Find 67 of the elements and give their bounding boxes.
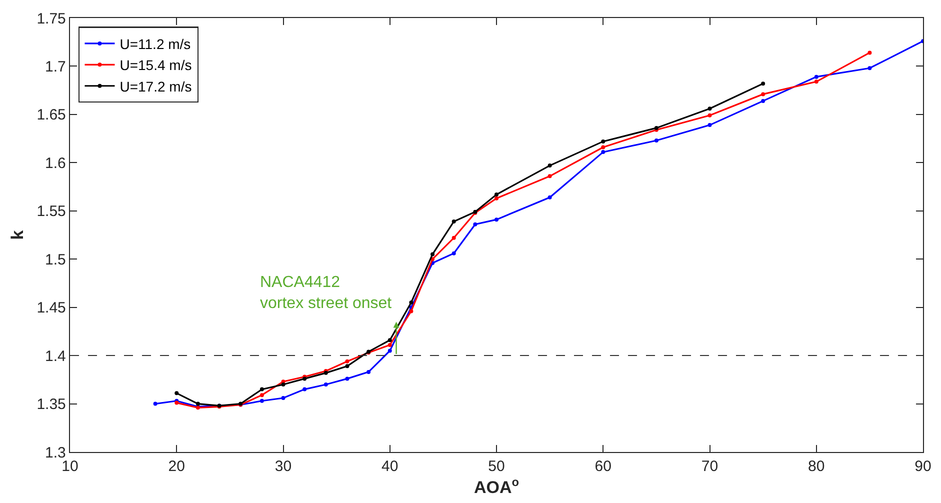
point <box>196 402 200 406</box>
point <box>814 74 818 79</box>
legend-label: U=15.4 m/s <box>120 57 192 74</box>
point <box>388 348 392 353</box>
point <box>761 98 766 103</box>
point <box>388 338 392 342</box>
point <box>548 195 552 200</box>
point <box>452 236 456 240</box>
x-tick-label: 80 <box>808 458 825 476</box>
point <box>281 396 286 400</box>
y-tick-label: 1.75 <box>36 10 66 28</box>
x-tick-label: 60 <box>594 458 612 476</box>
x-axis-title: AOA$^{o}$ <box>474 475 520 498</box>
x-tick-label: 90 <box>914 458 932 476</box>
point <box>494 196 498 200</box>
point <box>409 309 414 314</box>
point <box>814 80 818 84</box>
x-tick-label: 20 <box>168 458 185 476</box>
point <box>473 222 478 226</box>
point <box>388 342 392 347</box>
point <box>601 150 606 154</box>
point <box>345 359 350 364</box>
point <box>409 300 414 305</box>
point <box>601 145 606 150</box>
y-tick-label: 1.6 <box>45 154 66 172</box>
x-tick-label: 50 <box>488 458 505 476</box>
y-tick-label: 1.35 <box>36 396 66 414</box>
point <box>494 192 498 196</box>
point <box>366 370 371 374</box>
point <box>601 139 606 144</box>
point <box>654 138 658 142</box>
point <box>548 174 552 178</box>
y-tick-label: 1.7 <box>45 58 66 76</box>
point <box>324 382 328 386</box>
point <box>494 218 498 222</box>
point <box>761 92 766 96</box>
legend-label: U=11.2 m/s <box>120 36 191 52</box>
point <box>174 391 179 396</box>
point <box>430 252 435 256</box>
point <box>761 82 766 86</box>
annotation: NACA4412 vortex street onset <box>260 274 392 312</box>
point <box>452 251 456 256</box>
y-axis-title: k <box>8 230 28 240</box>
legend-label: U=17.2 m/s <box>120 78 192 94</box>
y-tick-label: 1.45 <box>36 300 66 317</box>
y-tick-label: 1.65 <box>36 106 66 124</box>
y-tick-label: 1.55 <box>36 203 66 220</box>
y-tick-label: 1.5 <box>45 251 66 268</box>
point <box>708 113 712 118</box>
point <box>452 220 456 224</box>
x-tick-label: 40 <box>382 458 398 476</box>
point <box>868 66 872 70</box>
point <box>260 393 264 398</box>
x-tick-label: 70 <box>701 458 718 476</box>
point <box>868 50 872 55</box>
point <box>281 382 286 386</box>
x-tick-label: 30 <box>274 458 292 476</box>
point <box>345 364 350 368</box>
point <box>260 398 264 403</box>
point <box>708 106 712 111</box>
point <box>345 376 350 381</box>
point <box>548 164 552 168</box>
point <box>153 402 158 406</box>
point <box>260 387 264 392</box>
point <box>708 123 712 128</box>
point <box>302 387 307 392</box>
y-tick-label: 1.4 <box>45 348 66 365</box>
